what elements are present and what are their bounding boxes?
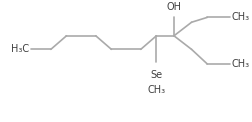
Text: H₃C: H₃C: [11, 44, 29, 54]
Text: CH₃: CH₃: [231, 12, 249, 22]
Text: CH₃: CH₃: [231, 59, 249, 69]
Text: OH: OH: [166, 2, 181, 12]
Text: CH₃: CH₃: [147, 85, 165, 95]
Text: Se: Se: [150, 70, 162, 80]
